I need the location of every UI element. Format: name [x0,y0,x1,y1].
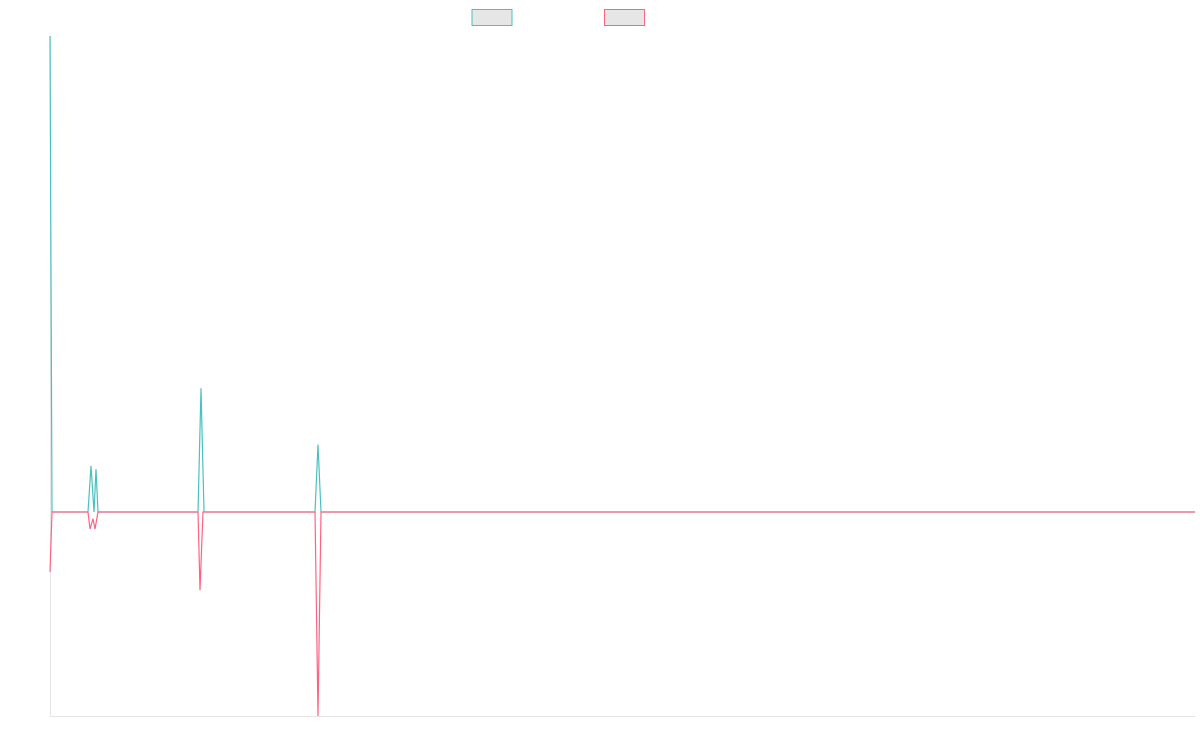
series-line [49,35,1195,513]
legend-swatch[interactable] [471,9,513,26]
legend-swatch[interactable] [604,9,645,26]
series-line [49,511,1195,717]
